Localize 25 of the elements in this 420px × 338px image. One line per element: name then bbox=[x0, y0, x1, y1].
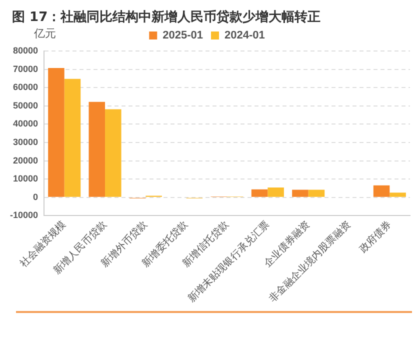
legend-label: 2024-01 bbox=[224, 30, 265, 42]
legend-label: 2025-01 bbox=[162, 30, 204, 42]
y-tick-label: 30000 bbox=[12, 137, 38, 148]
y-tick-label: -10000 bbox=[10, 210, 38, 220]
y-tick-label: 70000 bbox=[12, 64, 38, 74]
y-tick-label: 80000 bbox=[12, 45, 38, 56]
bar bbox=[292, 190, 308, 197]
y-tick-label: 20000 bbox=[12, 155, 38, 166]
y-tick-label: 60000 bbox=[12, 82, 38, 92]
bar bbox=[88, 102, 106, 197]
bar bbox=[373, 185, 390, 197]
bar bbox=[268, 188, 284, 197]
y-tick-label: 0 bbox=[33, 192, 38, 202]
bar bbox=[390, 192, 406, 197]
bar bbox=[251, 189, 268, 197]
y-axis-title: 亿元 bbox=[33, 26, 56, 40]
y-tick-label: 10000 bbox=[12, 174, 38, 184]
bar bbox=[64, 78, 81, 197]
bar bbox=[308, 190, 325, 197]
bar bbox=[48, 68, 64, 197]
chart-title: 图 17：社融同比结构中新增人民币贷款少增大幅转正 bbox=[11, 8, 322, 25]
bar bbox=[105, 109, 122, 197]
y-tick-label: 40000 bbox=[12, 118, 38, 129]
y-tick-label: 50000 bbox=[12, 100, 38, 110]
x-tick-label: 政府债券 bbox=[356, 218, 394, 256]
